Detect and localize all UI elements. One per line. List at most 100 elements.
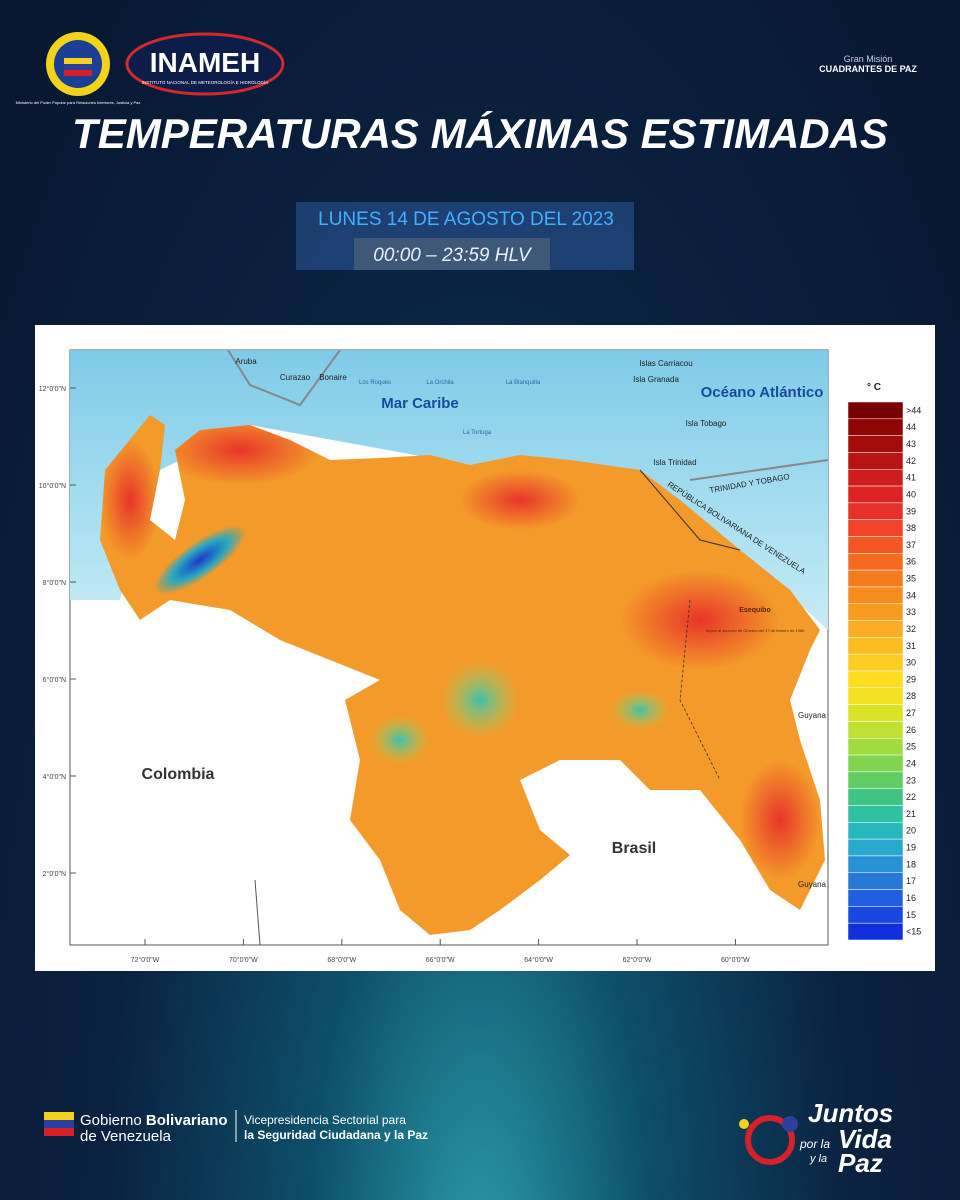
legend-swatch: [847, 653, 904, 672]
map-label: Isla Trinidad: [653, 458, 696, 467]
legend-label: 19: [906, 843, 916, 853]
hot-area: [620, 570, 780, 670]
slogan-3: Vida: [838, 1124, 892, 1154]
map-label: Guyana: [798, 711, 827, 720]
map-label: Mar Caribe: [381, 395, 459, 412]
legend-swatch: [847, 771, 904, 789]
legend-swatch: [847, 872, 904, 890]
legend-label: 21: [906, 809, 916, 819]
lat-label: 2°0'0"N: [43, 870, 66, 878]
vice-1: Vicepresidencia Sectorial para: [244, 1113, 406, 1127]
lat-label: 10°0'0"N: [39, 482, 66, 490]
inameh-subtitle: INSTITUTO NACIONAL DE METEOROLOGÍA E HID…: [142, 79, 269, 85]
legend-swatch: [847, 401, 904, 420]
legend-label: <15: [906, 927, 921, 937]
legend-swatch: [847, 553, 904, 571]
gov-1: Gobierno: [80, 1112, 142, 1129]
cool-area: [370, 715, 430, 765]
map-label: Bonaire: [319, 373, 347, 382]
lon-label: 60°0'0"W: [721, 956, 750, 964]
map-label: Isla Tobago: [686, 419, 727, 428]
legend-label: 27: [906, 708, 916, 718]
legend-label: 44: [906, 422, 916, 432]
legend-swatch: [847, 603, 904, 621]
slogan-mark: [739, 1119, 749, 1129]
map-label: Islas Carriacou: [639, 359, 692, 368]
legend-label: 36: [906, 557, 916, 567]
maritime-border: [689, 459, 829, 481]
legend-label: 33: [906, 607, 916, 617]
legend-label: 24: [906, 758, 916, 768]
slogan-5: Paz: [838, 1148, 883, 1178]
gov-flag: [44, 1120, 74, 1128]
legend-label: 32: [906, 624, 916, 634]
lat-label: 4°0'0"N: [43, 773, 66, 781]
legend-swatch: [847, 586, 904, 604]
slogan-mark: [782, 1116, 798, 1132]
map-label: Océano Atlántico: [701, 384, 824, 401]
legend-swatch: [847, 637, 904, 655]
map-label: Esequibo: [739, 607, 771, 614]
gov-flag: [44, 1112, 74, 1120]
legend-label: 29: [906, 674, 916, 684]
legend-swatch: [847, 838, 904, 857]
date: LUNES 14 DE AGOSTO DEL 2023: [318, 209, 614, 230]
map-label: Guyana: [798, 880, 827, 889]
legend-swatch: [847, 435, 904, 453]
legend-swatch: [847, 536, 904, 554]
legend-swatch: [847, 569, 904, 588]
legend-label: 26: [906, 725, 916, 735]
legend-swatch: [847, 721, 904, 739]
map-label: Aruba: [235, 357, 257, 366]
cold-area: [153, 525, 247, 595]
gov-2: Bolivariano: [146, 1112, 228, 1129]
legend-swatch: [847, 502, 904, 520]
mission-top: Gran Misión: [844, 54, 893, 64]
legend-label: 22: [906, 792, 916, 802]
cool-area: [610, 690, 670, 730]
lon-label: 68°0'0"W: [327, 956, 356, 964]
legend-title: ° C: [867, 382, 881, 393]
legend-label: 42: [906, 456, 916, 466]
legend-swatch: [847, 906, 904, 924]
mission-name: CUADRANTES DE PAZ: [819, 64, 917, 74]
hot-area: [100, 440, 160, 560]
map-label: Brasil: [612, 840, 656, 857]
lat-label: 8°0'0"N: [43, 579, 66, 587]
legend-label: 23: [906, 775, 916, 785]
border: [639, 469, 741, 551]
vice-2: la Seguridad Ciudadana y la Paz: [244, 1128, 428, 1142]
gov-text: Gobierno Bolivariano: [80, 1112, 228, 1129]
flag-blue: [64, 64, 92, 70]
legend-label: 31: [906, 641, 916, 651]
ministry-text: Ministerio del Poder Popular para Relaci…: [16, 100, 141, 105]
legend-swatch: [847, 922, 904, 941]
lon-label: 72°0'0"W: [131, 956, 160, 964]
sea: [70, 350, 828, 630]
slogan-4: y la: [809, 1153, 827, 1165]
legend-swatch: [847, 822, 904, 840]
legend-label: 41: [906, 473, 916, 483]
inameh-text: INAMEH: [150, 47, 260, 78]
legend-label: 35: [906, 574, 916, 584]
map-label: Isla Granada: [633, 375, 679, 384]
flag-yellow: [64, 58, 92, 64]
lon-label: 70°0'0"W: [229, 956, 258, 964]
legend-label: 28: [906, 691, 916, 701]
gov-3: de Venezuela: [80, 1128, 172, 1145]
cool-area: [440, 660, 520, 740]
legend-swatch: [847, 452, 904, 470]
legend-swatch: [847, 485, 904, 504]
legend-label: 40: [906, 489, 916, 499]
lat-label: 12°0'0"N: [39, 385, 66, 393]
legend-label: 30: [906, 658, 916, 668]
legend-swatch: [847, 519, 904, 537]
legend-label: 34: [906, 590, 916, 600]
hot-area: [740, 760, 820, 880]
colombia-river: [254, 879, 261, 946]
map-label: La Orchila: [426, 380, 454, 386]
lon-label: 62°0'0"W: [623, 956, 652, 964]
legend-swatch: [847, 855, 904, 873]
legend-label: 43: [906, 439, 916, 449]
legend-label: 16: [906, 893, 916, 903]
